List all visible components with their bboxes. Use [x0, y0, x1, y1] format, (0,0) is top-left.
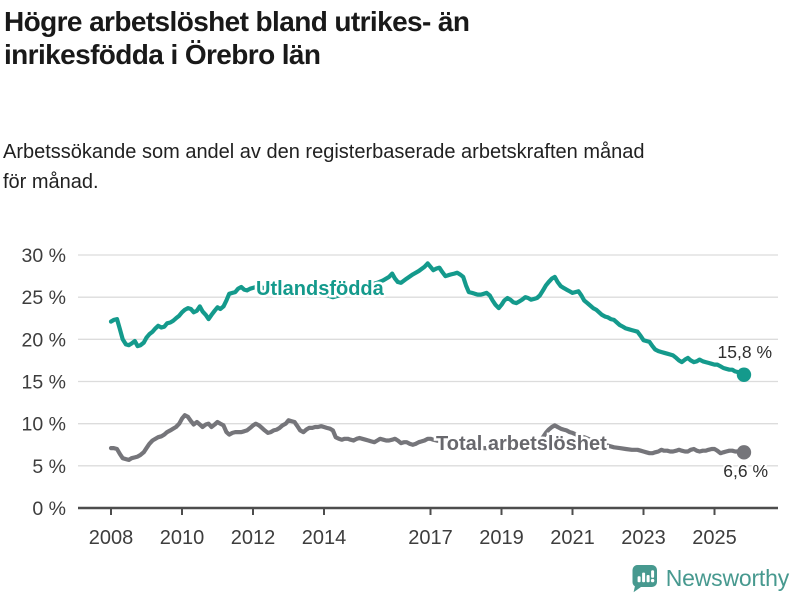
title-line-1: Högre arbetslöshet bland utrikes- än: [4, 6, 470, 37]
series-end-value-utlandsf-dda: 15,8 %: [718, 342, 772, 362]
logo-bar-3: [646, 575, 650, 583]
series-end-value-total-arbetsl-shet: 6,6 %: [723, 461, 768, 481]
chart-subtitle: Arbetssökande som andel av den registerb…: [3, 137, 793, 197]
x-tick-label-2012: 2012: [231, 527, 276, 549]
series-line-utlandsf-dda: [108, 261, 747, 377]
x-tick-label-2010: 2010: [160, 527, 205, 549]
unemployment-line-chart: 0 %5 %10 %15 %20 %25 %30 %2008 2010 2012 20…: [22, 245, 778, 549]
title-line-2: inrikesfödda i Örebro län: [4, 39, 321, 71]
series-line-total-arbetsl-shet: [108, 413, 747, 462]
x-axis: 2008 2010 2012 2014 2017 2019 2021 2023 2025: [78, 506, 778, 549]
y-gridlines: [78, 254, 778, 467]
y-tick-label-5: 5 %: [32, 456, 66, 478]
series-end-dot-total-arbetsl-shet: [736, 445, 752, 460]
y-tick-label-20: 20 %: [22, 329, 66, 351]
newsworthy-logo: Newsworthy: [631, 564, 789, 593]
newsworthy-wordmark: Newsworthy: [665, 565, 789, 591]
x-tick-label-2014: 2014: [302, 527, 347, 549]
x-tick-label-2021: 2021: [550, 527, 595, 549]
subtitle-line-2: för månad.: [3, 171, 99, 193]
series-end-dot-utlandsf-dda: [736, 367, 752, 382]
y-tick-labels: 0 % 5 % 10 % 15 % 20 % 25 % 30 %: [22, 245, 66, 520]
logo-exclamation-dot: [650, 578, 655, 583]
y-tick-label-15: 15 %: [22, 372, 66, 394]
x-tick-label-2019: 2019: [479, 527, 524, 549]
logo-exclamation-bar: [650, 570, 654, 578]
y-tick-label-30: 30 %: [22, 245, 66, 267]
x-tick-label-2025: 2025: [692, 527, 737, 549]
y-tick-label-0: 0 %: [32, 498, 66, 520]
y-tick-label-25: 25 %: [22, 287, 66, 309]
series-label-utlandsf-dda: Utlandsfödda: [256, 278, 385, 300]
series-label-total-arbetsl-shet: Total arbetslöshet: [436, 433, 607, 455]
x-tick-label-2023: 2023: [621, 527, 666, 549]
logo-bar-2: [641, 572, 645, 583]
logo-bar-1: [637, 576, 641, 583]
x-tick-label-2017: 2017: [408, 527, 453, 549]
x-tick-label-2008: 2008: [89, 527, 134, 549]
subtitle-line-1: Arbetssökande som andel av den registerb…: [3, 141, 645, 163]
page-title: Högre arbetslöshet bland utrikes- än inr…: [4, 5, 764, 71]
newsworthy-icon: [632, 565, 657, 593]
y-tick-label-10: 10 %: [22, 414, 66, 436]
